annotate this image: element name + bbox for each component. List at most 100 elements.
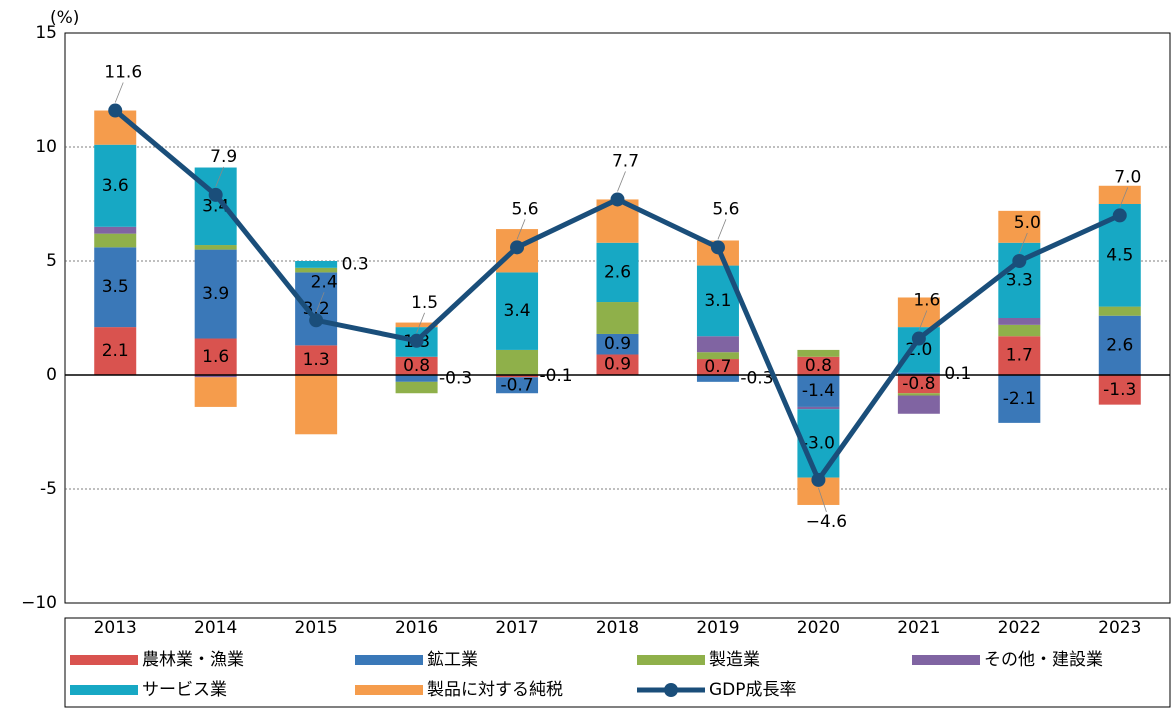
leader-line xyxy=(215,166,225,188)
legend-swatch xyxy=(637,655,705,665)
bar-segment xyxy=(897,393,940,396)
line-label: 5.6 xyxy=(512,199,539,219)
bar-segment xyxy=(395,381,438,394)
bar-segment xyxy=(696,359,739,375)
bar-segment xyxy=(1098,375,1141,405)
data-label: 3.6 xyxy=(102,176,129,196)
leader-line xyxy=(717,219,727,240)
legend-swatch xyxy=(70,685,138,695)
data-label: -1.3 xyxy=(1103,380,1136,400)
bar-segment xyxy=(797,406,840,410)
line-point xyxy=(409,333,424,348)
leader-line xyxy=(114,82,124,103)
legend-label: 製品に対する純税 xyxy=(427,680,563,700)
data-label: 0.8 xyxy=(805,356,832,376)
data-label: 3.3 xyxy=(1006,270,1033,290)
bar-segment xyxy=(395,375,438,382)
bar-segment xyxy=(295,261,338,268)
data-label: 3.4 xyxy=(504,301,531,321)
bar-segment xyxy=(696,352,739,360)
line-point xyxy=(710,240,725,255)
bar-segment xyxy=(194,338,237,375)
leader-line xyxy=(1018,232,1028,254)
data-label: -0.8 xyxy=(902,374,935,394)
data-label: 0.1 xyxy=(944,364,971,384)
line-point xyxy=(510,240,525,255)
line-label: 1.5 xyxy=(411,293,438,313)
y-tick-label: −10 xyxy=(21,593,57,613)
x-tick-label: 2021 xyxy=(897,618,940,638)
data-label: 0.9 xyxy=(604,334,631,354)
leader-line xyxy=(416,312,425,333)
legend-label: サービス業 xyxy=(142,680,227,700)
x-tick-label: 2013 xyxy=(94,618,137,638)
bar-segment xyxy=(395,322,438,328)
leader-line xyxy=(315,292,325,313)
legend-swatch xyxy=(70,655,138,665)
x-tick-label: 2017 xyxy=(495,618,538,638)
bar-segment xyxy=(194,245,237,250)
line-label: 2.4 xyxy=(311,272,338,292)
legend-label: 製造業 xyxy=(709,650,760,670)
bar-segment xyxy=(696,375,739,382)
bar-segment xyxy=(596,333,639,355)
bar-segment xyxy=(897,395,940,414)
bar-segment xyxy=(998,318,1041,325)
data-label: 1.6 xyxy=(202,347,229,367)
line-label: 5.0 xyxy=(1014,213,1041,233)
legend-swatch xyxy=(355,685,423,695)
data-label: -0.3 xyxy=(740,368,773,388)
x-tick-label: 2023 xyxy=(1098,618,1141,638)
x-tick-label: 2018 xyxy=(596,618,639,638)
bar-segment xyxy=(998,375,1041,423)
bar-segment xyxy=(596,242,639,303)
line-label: 7.7 xyxy=(612,151,639,171)
bar-segment xyxy=(194,377,237,407)
data-label: -0.3 xyxy=(439,368,472,388)
bar-segment xyxy=(596,354,639,375)
line-label: 1.6 xyxy=(913,291,940,311)
data-label: 2.6 xyxy=(1106,335,1133,355)
line-point xyxy=(108,103,123,118)
bar-segment xyxy=(596,302,639,334)
legend-swatch xyxy=(355,655,423,665)
line-label: 11.6 xyxy=(104,63,142,83)
bar-segment xyxy=(94,144,137,227)
bar-segment xyxy=(496,272,539,350)
bar-segment xyxy=(295,345,338,375)
line-label: −4.6 xyxy=(806,512,847,532)
leader-line xyxy=(918,310,928,331)
bar-segment xyxy=(295,272,338,346)
y-tick-label: 15 xyxy=(35,23,57,43)
data-label: 4.5 xyxy=(1106,245,1133,265)
legend-frame xyxy=(64,617,1171,708)
y-tick-label: -5 xyxy=(40,479,57,499)
data-label: 1.7 xyxy=(1006,346,1033,366)
data-label: 3.5 xyxy=(102,277,129,297)
bar-segment xyxy=(295,375,338,435)
x-tick-label: 2019 xyxy=(696,618,739,638)
legend-label: 農林業・漁業 xyxy=(142,650,244,670)
y-tick-label: 0 xyxy=(46,365,57,385)
legend-label: GDP成長率 xyxy=(709,680,797,700)
bar-segment xyxy=(194,249,237,339)
bar-segment xyxy=(998,324,1041,337)
bar-segment xyxy=(94,327,137,375)
bar-segment xyxy=(295,267,338,273)
data-label: 0.7 xyxy=(704,357,731,377)
y-unit: (%) xyxy=(50,8,79,28)
bar-segment xyxy=(94,233,137,248)
data-label: 2.1 xyxy=(102,341,129,361)
bar-segment xyxy=(897,372,940,375)
data-label: -2.1 xyxy=(1003,389,1036,409)
data-label: 3.9 xyxy=(202,284,229,304)
leader-line xyxy=(617,171,626,192)
bar-segment xyxy=(998,336,1041,375)
line-label: 7.0 xyxy=(1114,167,1141,187)
bar-segment xyxy=(897,297,940,328)
line-point xyxy=(911,331,926,346)
data-label: -0.1 xyxy=(539,366,572,386)
data-label: -1.4 xyxy=(802,381,835,401)
bar-segment xyxy=(496,349,539,375)
